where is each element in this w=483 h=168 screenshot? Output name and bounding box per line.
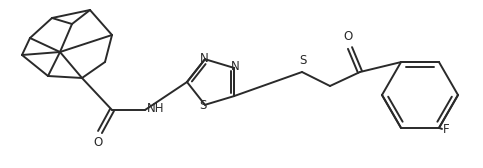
Text: F: F — [443, 123, 450, 136]
Text: NH: NH — [147, 102, 165, 116]
Text: N: N — [231, 60, 240, 73]
Text: S: S — [199, 99, 207, 112]
Text: N: N — [199, 52, 208, 65]
Text: O: O — [343, 30, 353, 43]
Text: O: O — [93, 136, 102, 149]
Text: S: S — [299, 54, 307, 67]
